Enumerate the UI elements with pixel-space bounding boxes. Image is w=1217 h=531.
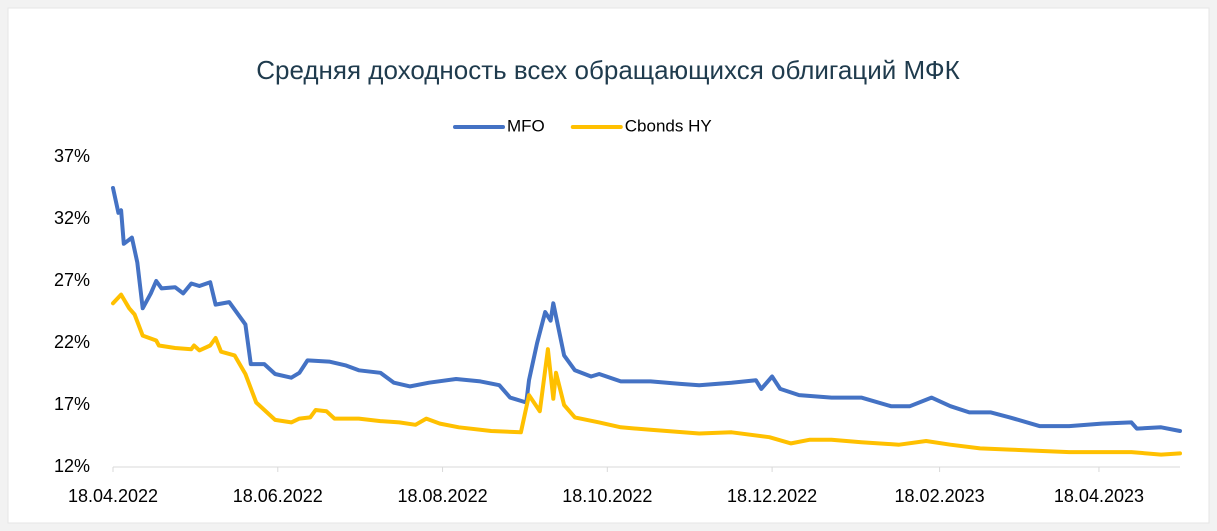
x-tick-label: 18.08.2022 [398,486,488,506]
x-tick-label: 18.10.2022 [562,486,652,506]
chart-title: Средняя доходность всех обращающихся обл… [256,55,960,85]
y-tick-label: 17% [54,394,90,414]
y-tick-label: 12% [54,456,90,476]
legend-label: Cbonds HY [625,116,712,135]
x-tick-label: 18.04.2022 [68,486,158,506]
series-line [111,292,1182,457]
chart-panel [7,7,1210,524]
x-tick-label: 18.12.2022 [727,486,817,506]
y-tick-label: 22% [54,332,90,352]
x-tick-label: 18.02.2023 [895,486,985,506]
y-tick-label: 37% [54,146,90,166]
y-tick-label: 27% [54,270,90,290]
x-tick-label: 18.06.2022 [233,486,323,506]
x-tick-label: 18.04.2023 [1054,486,1144,506]
y-tick-label: 32% [54,208,90,228]
legend-label: MFO [507,116,545,135]
